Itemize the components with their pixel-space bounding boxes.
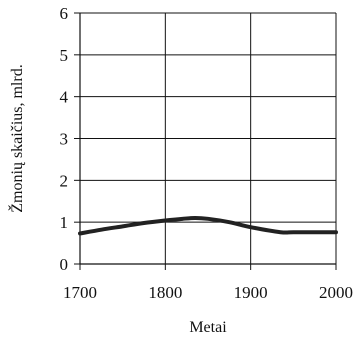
y-tick-label: 6 — [60, 4, 69, 23]
y-tick-label: 5 — [60, 46, 69, 65]
axes — [74, 12, 337, 270]
y-tick-label: 0 — [60, 255, 69, 274]
grid-lines — [80, 12, 337, 264]
x-axis-title: Metai — [189, 319, 227, 336]
y-tick-label: 1 — [60, 213, 69, 232]
y-axis-tick-labels: 0 1 2 3 4 5 6 — [60, 4, 69, 274]
x-tick-label: 2000 — [319, 283, 353, 302]
x-axis-tick-labels: 1700 1800 1900 2000 — [63, 283, 353, 302]
x-tick-label: 1800 — [148, 283, 182, 302]
series-lines — [78, 215, 338, 236]
x-tick-label: 1900 — [234, 283, 268, 302]
series-line — [78, 215, 338, 236]
y-tick-label: 4 — [60, 88, 69, 107]
y-tick-label: 2 — [60, 171, 69, 190]
y-tick-label: 3 — [60, 130, 69, 149]
x-tick-label: 1700 — [63, 283, 97, 302]
y-axis-title: Žmonių skaičius, mlrd. — [7, 64, 26, 212]
